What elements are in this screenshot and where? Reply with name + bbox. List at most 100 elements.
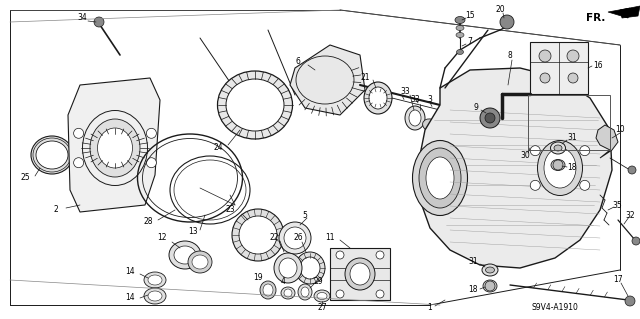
Text: 6: 6 [296, 57, 300, 66]
Text: 35: 35 [612, 201, 622, 210]
Ellipse shape [284, 289, 292, 297]
Polygon shape [608, 8, 630, 18]
Ellipse shape [31, 136, 73, 174]
Ellipse shape [413, 140, 467, 216]
Ellipse shape [301, 287, 309, 297]
Ellipse shape [144, 288, 166, 304]
Ellipse shape [544, 148, 576, 188]
Ellipse shape [192, 255, 208, 269]
Text: 1: 1 [428, 303, 433, 313]
Ellipse shape [300, 257, 320, 279]
Text: 4: 4 [280, 278, 285, 286]
Ellipse shape [279, 222, 311, 254]
Text: 17: 17 [613, 276, 623, 285]
Circle shape [580, 180, 589, 190]
Text: 3: 3 [428, 95, 433, 105]
Bar [530, 42, 588, 94]
Text: 11: 11 [325, 234, 335, 242]
Polygon shape [290, 45, 365, 115]
Text: 18: 18 [468, 286, 477, 294]
Polygon shape [620, 6, 640, 18]
Text: 26: 26 [293, 234, 303, 242]
Text: 2: 2 [54, 205, 58, 214]
Circle shape [485, 113, 495, 123]
Text: 19: 19 [253, 273, 263, 283]
Ellipse shape [284, 227, 306, 249]
Polygon shape [330, 248, 390, 300]
Text: 28: 28 [143, 218, 153, 226]
Ellipse shape [314, 290, 330, 302]
Ellipse shape [263, 284, 273, 296]
Text: 32: 32 [625, 211, 635, 219]
Ellipse shape [538, 140, 582, 196]
Ellipse shape [239, 216, 277, 254]
Circle shape [539, 50, 551, 62]
Text: 15: 15 [465, 11, 475, 20]
Text: 33: 33 [410, 95, 420, 105]
Ellipse shape [232, 209, 284, 261]
Ellipse shape [226, 79, 284, 131]
Text: 23: 23 [225, 205, 235, 214]
Text: 31: 31 [567, 133, 577, 143]
Circle shape [632, 237, 640, 245]
Circle shape [147, 128, 156, 138]
Ellipse shape [36, 141, 68, 169]
Circle shape [74, 128, 84, 138]
Polygon shape [418, 68, 612, 268]
Ellipse shape [369, 87, 387, 109]
Text: 5: 5 [303, 211, 307, 219]
Ellipse shape [409, 110, 421, 126]
Ellipse shape [148, 275, 162, 285]
Text: 30: 30 [520, 151, 530, 160]
Ellipse shape [148, 291, 162, 301]
Circle shape [336, 290, 344, 298]
Text: 31: 31 [468, 257, 478, 266]
Circle shape [376, 290, 384, 298]
Text: 22: 22 [269, 234, 279, 242]
Circle shape [147, 158, 156, 168]
Ellipse shape [295, 252, 325, 284]
Text: 27: 27 [317, 303, 327, 313]
Circle shape [531, 146, 540, 156]
Text: 10: 10 [615, 125, 625, 135]
Ellipse shape [281, 287, 295, 299]
Text: 20: 20 [495, 5, 505, 14]
Ellipse shape [97, 128, 132, 168]
Circle shape [500, 15, 514, 29]
Text: 9: 9 [474, 103, 479, 113]
Ellipse shape [419, 148, 461, 208]
Ellipse shape [551, 160, 565, 170]
Ellipse shape [455, 17, 465, 24]
Ellipse shape [456, 33, 464, 38]
Circle shape [480, 108, 500, 128]
Ellipse shape [486, 267, 495, 273]
Circle shape [336, 251, 344, 259]
Circle shape [485, 281, 495, 291]
Text: 14: 14 [125, 293, 135, 302]
Ellipse shape [364, 82, 392, 114]
Ellipse shape [298, 284, 312, 300]
Ellipse shape [174, 246, 196, 264]
Bar [528, 95, 610, 150]
Text: 29: 29 [313, 278, 323, 286]
Ellipse shape [456, 49, 463, 55]
Ellipse shape [426, 157, 454, 199]
Ellipse shape [317, 293, 327, 300]
Ellipse shape [274, 253, 302, 283]
Ellipse shape [483, 280, 497, 292]
Ellipse shape [260, 281, 276, 299]
Text: S9V4-A1910: S9V4-A1910 [532, 303, 579, 313]
Ellipse shape [422, 119, 437, 131]
Circle shape [553, 160, 563, 170]
Text: 16: 16 [593, 61, 603, 70]
Text: 25: 25 [20, 174, 30, 182]
Circle shape [568, 73, 578, 83]
Ellipse shape [550, 142, 566, 154]
Polygon shape [68, 78, 160, 212]
Circle shape [531, 180, 540, 190]
Circle shape [74, 158, 84, 168]
Polygon shape [596, 125, 618, 158]
Text: 18: 18 [567, 164, 577, 173]
Text: 33: 33 [400, 87, 410, 97]
Text: 24: 24 [213, 144, 223, 152]
